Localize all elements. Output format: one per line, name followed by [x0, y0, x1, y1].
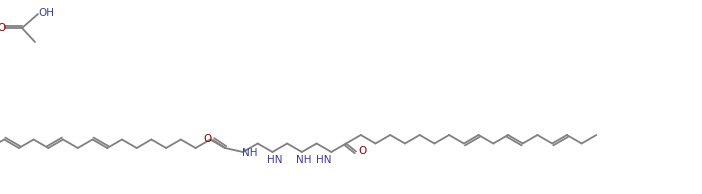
Text: O: O	[358, 146, 366, 157]
Text: NH: NH	[296, 155, 312, 165]
Text: HN: HN	[267, 155, 282, 165]
Text: HN: HN	[316, 155, 331, 165]
Text: OH: OH	[38, 8, 54, 18]
Text: O: O	[0, 23, 6, 33]
Text: NH: NH	[242, 148, 258, 158]
Text: O: O	[204, 134, 212, 144]
